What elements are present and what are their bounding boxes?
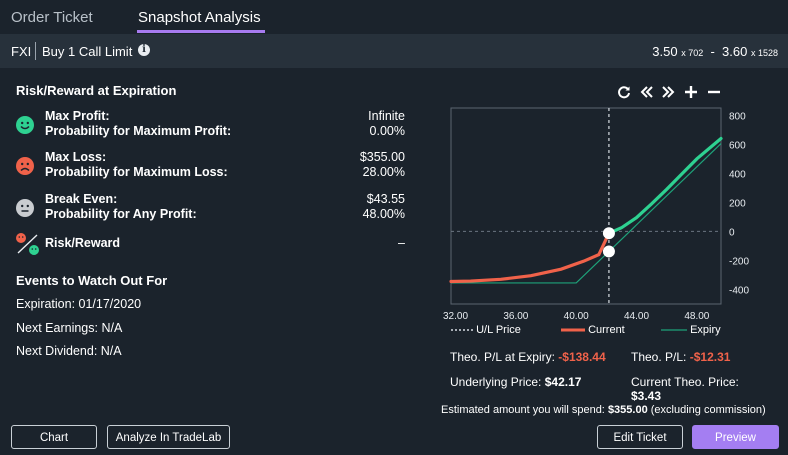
symbol: FXI <box>11 44 32 59</box>
estimated-cost-value: $355.00 <box>607 404 648 416</box>
quote-separator: - <box>710 44 715 59</box>
refresh-icon[interactable] <box>617 84 631 99</box>
risk-reward-ratio-icon <box>15 232 41 256</box>
risk-reward-ratio-value: – <box>398 236 405 250</box>
quote: 3.50 x 702 - 3.60 x 1528 <box>652 44 778 59</box>
theo-pl-expiry-value: -$138.44 <box>558 350 606 364</box>
theo-pl-label: Theo. P/L: <box>631 350 687 364</box>
current-value-marker <box>602 227 615 240</box>
break-even-label: Break Even: <box>45 192 118 206</box>
zoom-out-icon[interactable] <box>707 84 721 99</box>
x-tick-label: 44.00 <box>624 311 649 322</box>
y-tick-label: 800 <box>729 111 746 122</box>
legend-ul-price-label: U/L Price <box>476 324 521 336</box>
preview-button[interactable]: Preview <box>692 425 779 449</box>
pan-right-icon[interactable] <box>661 84 675 99</box>
x-tick-label: 48.00 <box>684 311 709 322</box>
profit-loss-chart[interactable]: 800 600 400 200 0 -200 -400 32.00 36.00 40.00 44.0… <box>440 104 760 322</box>
legend-expiry: Expiry <box>661 324 721 336</box>
order-description: Buy 1 Call Limit <box>42 44 133 59</box>
y-tick-label: -200 <box>729 256 749 267</box>
y-tick-label: 400 <box>729 169 746 180</box>
bid-size: x 702 <box>681 48 704 58</box>
max-loss-value: $355.00 <box>359 150 405 164</box>
estimated-cost-label: Estimated amount you will spend: <box>441 404 605 416</box>
legend-expiry-label: Expiry <box>690 324 721 336</box>
theo-pl: Theo. P/L: -$12.31 <box>631 350 730 364</box>
estimated-cost: Estimated amount you will spend: $355.00… <box>441 404 766 416</box>
prob-max-loss-value: 28.00% <box>362 165 405 179</box>
x-tick-label: 40.00 <box>564 311 589 322</box>
underlying-price-label: Underlying Price: <box>450 375 542 389</box>
next-earnings: Next Earnings: N/A <box>16 321 123 335</box>
prob-any-profit-label: Probability for Any Profit: <box>45 207 197 221</box>
y-tick-label: 0 <box>729 227 735 238</box>
ask-size: x 1528 <box>750 48 778 58</box>
plot-frame <box>450 107 722 305</box>
ask-price: 3.60 <box>722 44 748 59</box>
break-even-value: $43.55 <box>366 192 405 206</box>
expiration-date: Expiration: 01/17/2020 <box>16 297 142 311</box>
prob-max-profit-label: Probability for Maximum Profit: <box>45 124 232 138</box>
expiry-value-marker <box>602 245 615 258</box>
zoom-in-icon[interactable] <box>684 84 698 99</box>
prob-any-profit-value: 48.00% <box>362 207 405 221</box>
pan-left-icon[interactable] <box>640 84 654 99</box>
tab-bar: Order Ticket Snapshot Analysis <box>0 0 788 34</box>
max-loss-label: Max Loss: <box>45 150 107 164</box>
next-dividend: Next Dividend: N/A <box>16 344 122 358</box>
tab-snapshot-analysis[interactable]: Snapshot Analysis <box>138 9 261 26</box>
risk-reward-ratio-label: Risk/Reward <box>45 236 121 250</box>
neutral-face-icon <box>16 199 34 217</box>
expiry-series-line <box>451 143 722 284</box>
y-tick-label: 200 <box>729 198 746 209</box>
current-series-loss-line <box>449 229 615 284</box>
theo-pl-expiry: Theo. P/L at Expiry: -$138.44 <box>450 350 606 364</box>
chart-button[interactable]: Chart <box>11 425 97 449</box>
theo-pl-expiry-label: Theo. P/L at Expiry: <box>450 350 555 364</box>
sad-face-icon <box>16 157 34 175</box>
legend-current: Current <box>561 324 625 336</box>
y-tick-label: 600 <box>729 140 746 151</box>
x-tick-label: 32.00 <box>443 311 468 322</box>
events-heading: Events to Watch Out For <box>16 273 168 288</box>
current-series-profit-line <box>611 136 723 234</box>
legend-ul-price: U/L Price <box>451 324 521 336</box>
prob-max-profit-value: 0.00% <box>369 124 405 138</box>
underlying-price-value: $42.17 <box>544 375 582 389</box>
prob-max-loss-label: Probability for Maximum Loss: <box>45 165 228 179</box>
y-tick-label: -400 <box>729 285 749 296</box>
theo-pl-value: -$12.31 <box>689 350 731 364</box>
analyze-in-tradelab-button[interactable]: Analyze In TradeLab <box>107 425 230 449</box>
x-tick-label: 36.00 <box>503 311 528 322</box>
info-icon[interactable]: i <box>138 44 150 56</box>
risk-reward-heading: Risk/Reward at Expiration <box>16 83 177 98</box>
max-profit-label: Max Profit: <box>45 109 110 123</box>
edit-ticket-button[interactable]: Edit Ticket <box>597 425 683 449</box>
order-summary-bar: FXI Buy 1 Call Limit i 3.50 x 702 - 3.60… <box>0 34 788 68</box>
current-theo-price-value: $3.43 <box>631 389 662 403</box>
tab-order-ticket[interactable]: Order Ticket <box>11 9 93 26</box>
happy-face-icon <box>16 116 34 134</box>
underlying-price: Underlying Price: $42.17 <box>450 375 581 389</box>
legend-current-label: Current <box>588 324 625 336</box>
estimated-cost-note: (excluding commission) <box>650 404 766 416</box>
divider <box>35 42 36 60</box>
current-theo-price-label: Current Theo. Price: <box>631 375 739 389</box>
max-profit-value: Infinite <box>368 109 405 123</box>
active-tab-indicator <box>137 30 265 33</box>
bid-price: 3.50 <box>652 44 678 59</box>
